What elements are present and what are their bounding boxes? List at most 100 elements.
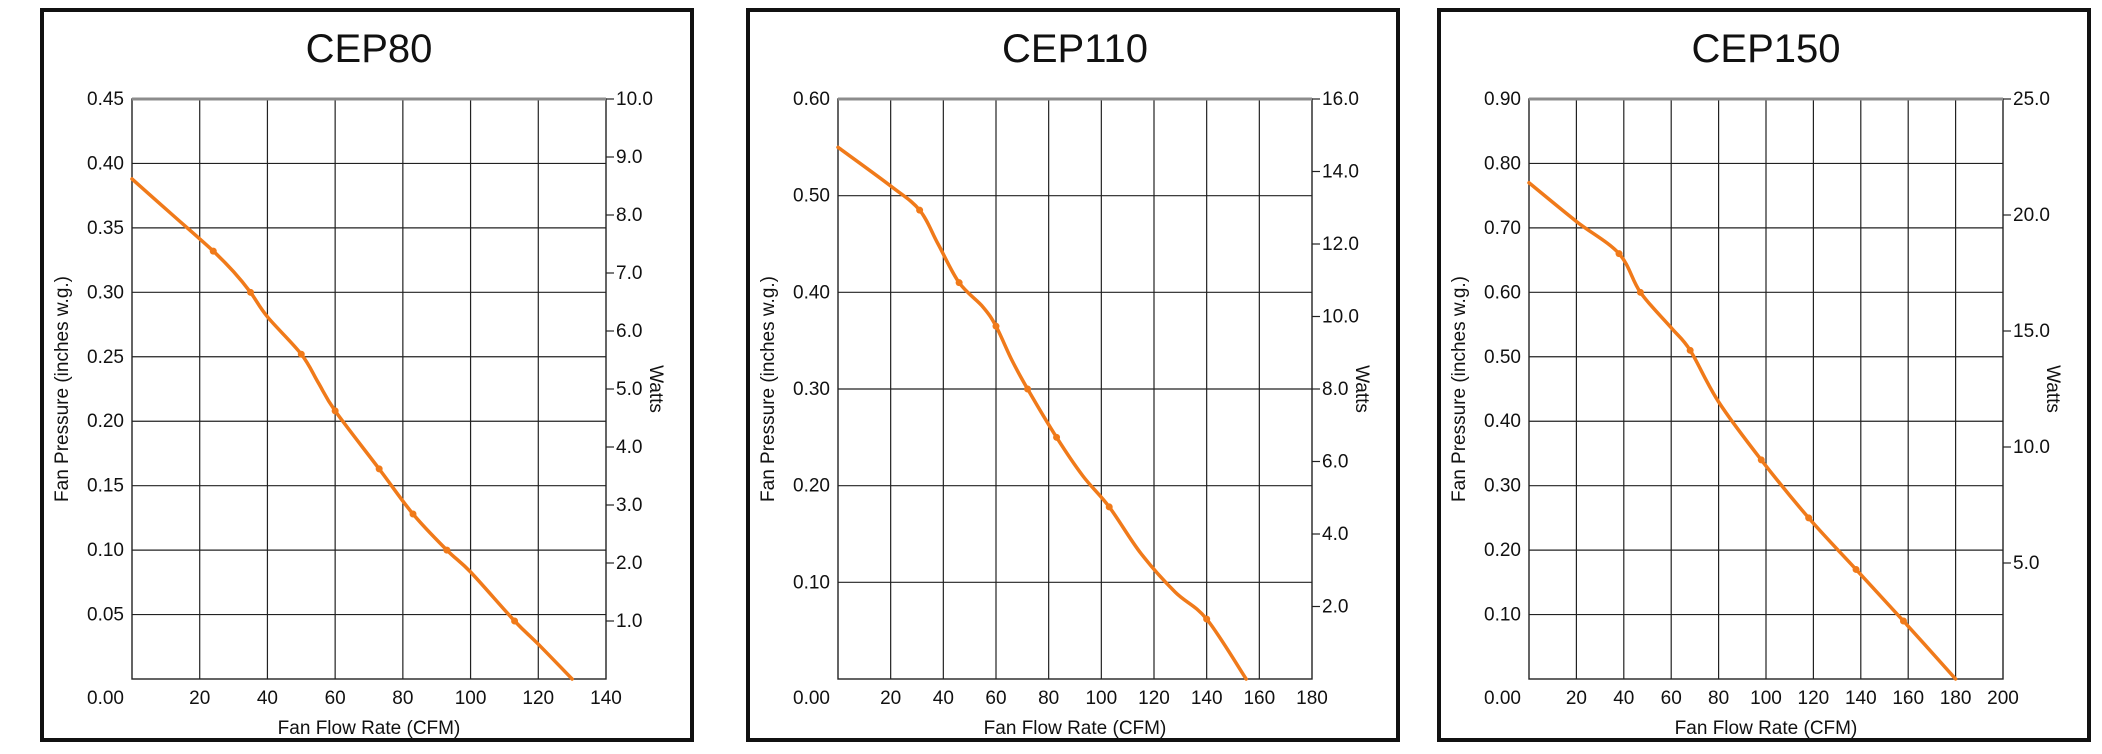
data-point-marker [1053, 433, 1061, 441]
chart-cep80: CEP80 20 40 60 80 100 120 140 0.00 0.05 0.10 0.15 0.… [52, 27, 666, 738]
y-tick-label: 0.30 [793, 379, 830, 400]
y-tick-label: 0.10 [1484, 605, 1521, 626]
y-tick-label: 0.60 [1484, 282, 1521, 303]
y-tick-label: 0.00 [87, 688, 124, 709]
y2-axis-label: Watts [645, 365, 666, 413]
plot-area [131, 98, 607, 680]
chart-panel-cep110: CEP110 20 40 60 80 100 120 140 160 180 0.00 0.10 0.2… [746, 8, 1400, 742]
y2-tick-label: 5.0 [2013, 553, 2039, 574]
data-point-marker [443, 546, 451, 554]
x-tick-label: 140 [1845, 688, 1877, 709]
x-tick-label: 80 [392, 688, 413, 709]
data-point-marker [209, 247, 217, 255]
y-tick-label: 0.40 [87, 153, 124, 174]
y-tick-label: 0.00 [793, 688, 830, 709]
y-tick-label: 0.05 [87, 605, 124, 626]
y-tick-label: 0.40 [1484, 411, 1521, 432]
y2-tick-label: 1.0 [616, 611, 642, 632]
y2-axis-label: Watts [2042, 365, 2063, 413]
y-tick-label: 0.30 [87, 282, 124, 303]
x-tick-label: 140 [1191, 688, 1223, 709]
fan-curve-line [836, 145, 1248, 681]
y2-tick-label: 20.0 [2013, 205, 2050, 226]
chart-panel-cep80: CEP80 20 40 60 80 100 120 140 0.00 0.05 0.10 0.15 0.… [40, 8, 694, 742]
data-point-marker [297, 350, 305, 358]
x-tick-label: 40 [1613, 688, 1634, 709]
chart-title: CEP150 [1692, 27, 1841, 71]
y2-tick-label: 4.0 [616, 437, 642, 458]
y-tick-label: 0.40 [793, 282, 830, 303]
y2-tick-label: 3.0 [616, 495, 642, 516]
x-axis-label: Fan Flow Rate (CFM) [1675, 718, 1858, 738]
x-tick-label: 40 [257, 688, 278, 709]
chart-panel-cep150: CEP150 20 40 60 80 100 120 140 160 180 200 0.00 0.10… [1437, 8, 2091, 742]
y-tick-label: 0.20 [87, 411, 124, 432]
x-tick-label: 160 [1892, 688, 1924, 709]
y-tick-label: 0.80 [1484, 153, 1521, 174]
y-tick-label: 0.10 [87, 540, 124, 561]
x-tick-label: 20 [880, 688, 901, 709]
chart-cep150: CEP150 20 40 60 80 100 120 140 160 180 200 0.00 0.10… [1449, 27, 2063, 738]
y2-tick-label: 7.0 [616, 263, 642, 284]
y2-tick-label: 2.0 [1322, 597, 1348, 618]
data-point-marker [331, 407, 339, 415]
y2-tick-label: 14.0 [1322, 162, 1359, 183]
y-axis-label: Fan Pressure (inches w.g.) [758, 276, 779, 502]
x-tick-label: 20 [1566, 688, 1587, 709]
y-axis-label: Fan Pressure (inches w.g.) [52, 276, 73, 502]
y2-tick-label: 6.0 [1322, 452, 1348, 473]
x-tick-label: 160 [1243, 688, 1275, 709]
y-tick-label: 0.15 [87, 476, 124, 497]
y2-tick-label: 9.0 [616, 147, 642, 168]
y-tick-label: 0.00 [1484, 688, 1521, 709]
y-tick-label: 0.30 [1484, 476, 1521, 497]
data-point-marker [955, 279, 963, 287]
data-point-marker [247, 288, 254, 296]
chart-title: CEP80 [306, 27, 433, 71]
x-tick-label: 100 [1085, 688, 1117, 709]
y2-tick-label: 4.0 [1322, 524, 1348, 545]
x-axis-label: Fan Flow Rate (CFM) [278, 718, 461, 738]
x-tick-label: 100 [1750, 688, 1782, 709]
y2-tick-label: 8.0 [1322, 379, 1348, 400]
y-tick-label: 0.20 [793, 476, 830, 497]
data-point-marker [409, 510, 417, 518]
y2-tick-label: 25.0 [2013, 89, 2050, 110]
y2-tick-label: 10.0 [616, 89, 653, 110]
data-point-marker [1615, 250, 1623, 258]
x-axis-label: Fan Flow Rate (CFM) [984, 718, 1167, 738]
x-tick-label: 60 [985, 688, 1006, 709]
x-tick-label: 180 [1940, 688, 1972, 709]
y2-tick-label: 10.0 [2013, 437, 2050, 458]
x-tick-label: 60 [1661, 688, 1682, 709]
y-tick-label: 0.50 [1484, 347, 1521, 368]
x-tick-label: 60 [325, 688, 346, 709]
x-tick-label: 100 [455, 688, 487, 709]
x-tick-label: 120 [522, 688, 554, 709]
y-tick-label: 0.60 [793, 89, 830, 110]
chart-cep110: CEP110 20 40 60 80 100 120 140 160 180 0.00 0.10 0.2… [758, 27, 1372, 738]
data-point-marker [1203, 615, 1211, 623]
data-point-marker [375, 465, 383, 473]
y2-tick-label: 15.0 [2013, 321, 2050, 342]
data-point-marker [1805, 514, 1813, 522]
x-tick-label: 40 [933, 688, 954, 709]
y2-tick-label: 16.0 [1322, 89, 1359, 110]
chart-title: CEP110 [1002, 27, 1148, 71]
y-tick-label: 0.25 [87, 347, 124, 368]
y-tick-label: 0.45 [87, 89, 124, 110]
y2-tick-label: 8.0 [616, 205, 642, 226]
y-axis-label: Fan Pressure (inches w.g.) [1449, 276, 1470, 502]
data-point-marker [1024, 385, 1032, 393]
y-tick-label: 0.90 [1484, 89, 1521, 110]
x-tick-label: 140 [590, 688, 622, 709]
data-point-marker [1636, 288, 1644, 296]
data-point-marker [511, 617, 519, 625]
data-point-marker [916, 206, 924, 214]
data-point-marker [992, 322, 1000, 330]
y2-tick-label: 12.0 [1322, 234, 1359, 255]
x-tick-label: 80 [1708, 688, 1729, 709]
y-tick-label: 0.10 [793, 572, 830, 593]
data-point-marker [1686, 346, 1694, 354]
data-point-marker [1899, 617, 1907, 625]
